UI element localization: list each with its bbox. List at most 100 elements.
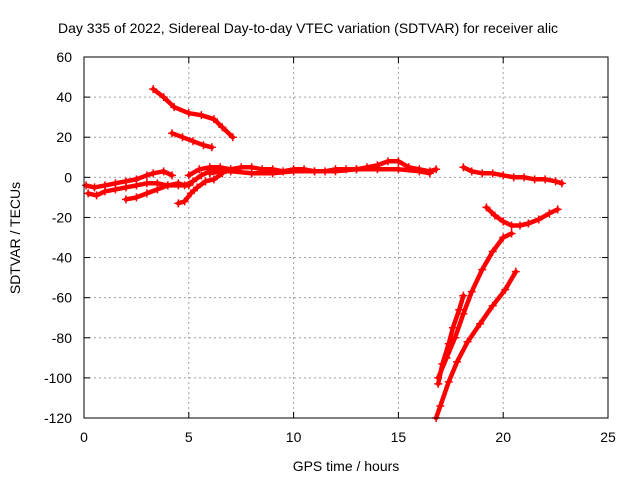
data-point bbox=[268, 169, 277, 178]
data-point bbox=[186, 189, 195, 198]
data-point bbox=[436, 401, 445, 410]
y-axis-label: SDTVAR / TECUs bbox=[7, 182, 23, 294]
data-point bbox=[100, 187, 109, 196]
data-point bbox=[132, 181, 141, 190]
data-point bbox=[499, 233, 508, 242]
data-point bbox=[180, 197, 189, 206]
data-point bbox=[352, 165, 361, 174]
data-point bbox=[82, 181, 91, 190]
data-point bbox=[383, 157, 392, 166]
data-point bbox=[478, 265, 487, 274]
series-2 bbox=[82, 167, 177, 192]
series-8 bbox=[459, 163, 566, 188]
x-tick-label: 10 bbox=[286, 429, 302, 445]
series-line bbox=[83, 169, 175, 190]
data-point bbox=[463, 337, 472, 346]
data-point bbox=[448, 323, 457, 332]
data-point bbox=[188, 177, 197, 186]
data-point bbox=[524, 219, 533, 228]
data-point bbox=[195, 165, 204, 174]
data-point bbox=[490, 211, 499, 220]
y-tick-label: 60 bbox=[56, 49, 72, 65]
series-0 bbox=[149, 85, 237, 142]
data-point bbox=[159, 93, 168, 102]
series-11 bbox=[434, 291, 468, 388]
y-tick-label: -20 bbox=[52, 209, 72, 225]
data-point bbox=[228, 133, 237, 142]
data-point bbox=[201, 177, 210, 186]
data-point bbox=[153, 185, 162, 194]
data-point bbox=[121, 195, 130, 204]
data-point bbox=[438, 359, 447, 368]
data-point bbox=[488, 301, 497, 310]
data-point bbox=[444, 339, 453, 348]
data-point bbox=[216, 167, 225, 176]
data-point bbox=[174, 179, 183, 188]
data-point bbox=[499, 217, 508, 226]
data-point bbox=[444, 377, 453, 386]
x-axis-label: GPS time / hours bbox=[293, 458, 400, 474]
data-point bbox=[467, 287, 476, 296]
x-axis-ticks: 0 5 10 15 20 25 bbox=[80, 57, 616, 445]
data-point bbox=[226, 167, 235, 176]
data-point bbox=[209, 115, 218, 124]
data-point bbox=[553, 205, 562, 214]
series-12 bbox=[432, 267, 520, 422]
data-point bbox=[170, 103, 179, 112]
data-point bbox=[467, 167, 476, 176]
data-point bbox=[289, 167, 298, 176]
data-point bbox=[247, 169, 256, 178]
data-point bbox=[197, 111, 206, 120]
data-point bbox=[193, 183, 202, 192]
data-point bbox=[507, 221, 516, 230]
data-point bbox=[163, 181, 172, 190]
data-point bbox=[142, 179, 151, 188]
data-point bbox=[159, 167, 168, 176]
data-point bbox=[310, 167, 319, 176]
data-point bbox=[545, 209, 554, 218]
data-point bbox=[507, 229, 516, 238]
data-point bbox=[478, 169, 487, 178]
chart-title: Day 335 of 2022, Sidereal Day-to-day VTE… bbox=[58, 20, 558, 36]
data-point bbox=[168, 129, 177, 138]
y-tick-label: 0 bbox=[64, 169, 72, 185]
data-point bbox=[132, 193, 141, 202]
data-point bbox=[499, 171, 508, 180]
data-point bbox=[184, 171, 193, 180]
series-line bbox=[461, 165, 565, 186]
data-point bbox=[476, 319, 485, 328]
data-point bbox=[534, 215, 543, 224]
data-point bbox=[434, 379, 443, 388]
data-point bbox=[394, 165, 403, 174]
data-point bbox=[501, 285, 510, 294]
plot-frame bbox=[83, 56, 609, 419]
series-1 bbox=[168, 129, 216, 152]
y-tick-label: -40 bbox=[52, 250, 72, 266]
data-point bbox=[459, 163, 468, 172]
data-point bbox=[142, 189, 151, 198]
data-marks bbox=[82, 85, 566, 422]
y-tick-label: -120 bbox=[44, 410, 72, 426]
data-point bbox=[432, 165, 441, 174]
series-5 bbox=[174, 169, 227, 208]
y-axis-ticks: -120 -100 -80 -60 -40 -20 0 20 40 60 bbox=[44, 49, 608, 426]
data-point bbox=[207, 143, 216, 152]
data-point bbox=[197, 171, 206, 180]
data-point bbox=[111, 185, 120, 194]
data-point bbox=[174, 199, 183, 208]
data-point bbox=[488, 247, 497, 256]
data-point bbox=[415, 167, 424, 176]
data-point bbox=[205, 169, 214, 178]
data-point bbox=[530, 175, 539, 184]
x-tick-label: 20 bbox=[495, 429, 511, 445]
data-point bbox=[84, 189, 93, 198]
data-point bbox=[209, 175, 218, 184]
x-tick-label: 15 bbox=[391, 429, 407, 445]
data-point bbox=[92, 191, 101, 200]
y-tick-label: 20 bbox=[56, 129, 72, 145]
data-point bbox=[121, 183, 130, 192]
data-point bbox=[394, 157, 403, 166]
series-9 bbox=[482, 203, 562, 230]
data-point bbox=[168, 171, 177, 180]
